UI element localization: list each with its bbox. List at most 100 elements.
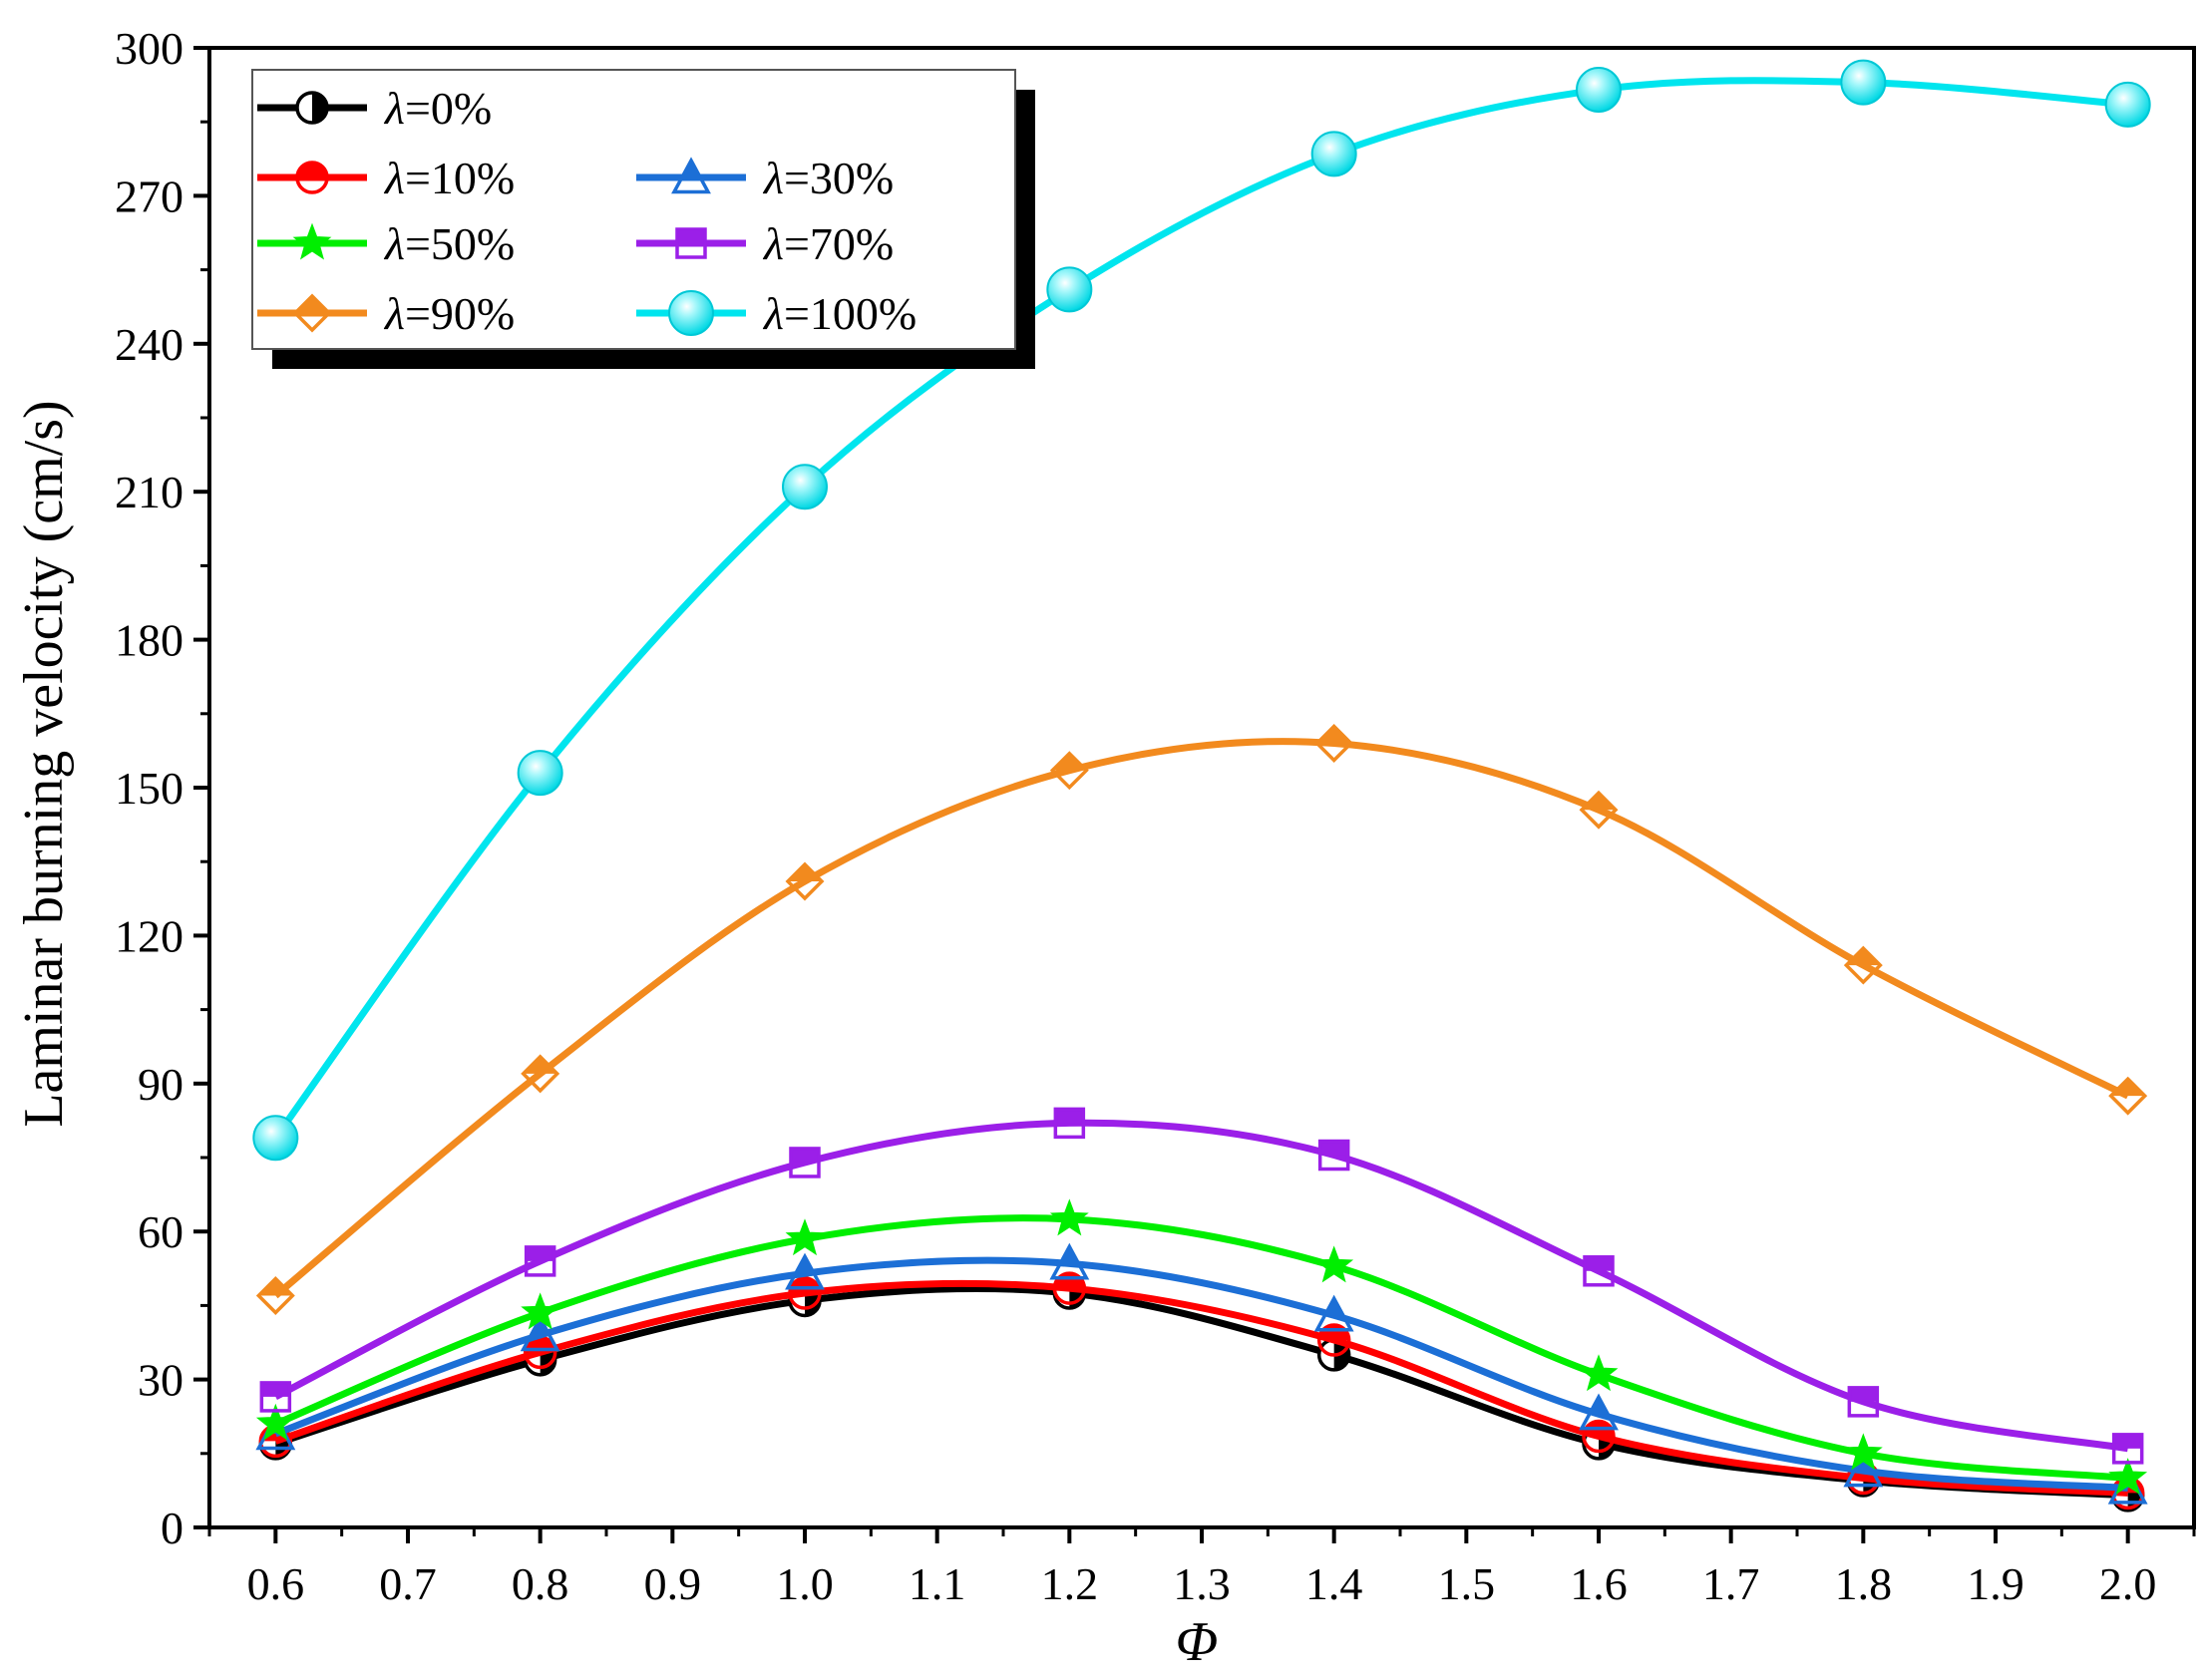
marker-square: [1847, 1386, 1880, 1418]
legend-item: λ=30%: [636, 153, 894, 203]
data-point: [789, 1147, 821, 1178]
marker-square: [789, 1147, 821, 1178]
legend-box: [251, 69, 1016, 350]
marker-sphere: [252, 1115, 299, 1162]
legend-value: =100%: [784, 288, 917, 339]
data-point: [2111, 1433, 2144, 1465]
legend-label: λ=0%: [383, 83, 492, 134]
marker-sphere: [1310, 131, 1357, 177]
data-point: [785, 1218, 825, 1256]
data-point: [1317, 1139, 1350, 1172]
legend-label: λ=50%: [383, 218, 515, 269]
data-point: [1049, 1198, 1089, 1236]
data-point: [1046, 266, 1093, 313]
marker-top-fill: [261, 1382, 290, 1397]
data-point: [517, 750, 563, 797]
data-point: [1583, 1255, 1615, 1287]
marker-top-fill: [1585, 1256, 1613, 1271]
x-tick-label: 1.5: [1438, 1558, 1496, 1609]
x-tick-label: 1.9: [1967, 1558, 2024, 1609]
marker-right-fill: [312, 93, 327, 123]
legend-symbol: λ: [762, 218, 784, 269]
marker-square: [675, 227, 707, 259]
marker-top-fill: [1853, 1454, 1873, 1472]
x-axis-title: Φ: [1176, 1611, 1219, 1673]
data-point: [1579, 1393, 1619, 1431]
data-point: [1843, 1433, 1883, 1471]
data-point: [1314, 724, 1354, 763]
x-tick-label: 1.8: [1835, 1558, 1893, 1609]
marker-triangle: [1049, 1242, 1090, 1280]
marker-top-fill: [788, 863, 822, 881]
legend-symbol: λ: [383, 83, 405, 134]
marker-sphere: [668, 290, 714, 336]
legend-item: λ=90%: [257, 288, 515, 339]
marker-star: [521, 1292, 560, 1330]
data-point: [521, 1054, 560, 1094]
legend-marker: [292, 222, 332, 260]
data-point: [1840, 59, 1887, 106]
marker-top-fill: [1319, 1141, 1348, 1156]
marker-top-fill: [791, 1148, 819, 1163]
series-6: [252, 59, 2151, 1162]
marker-star: [292, 222, 332, 260]
data-point: [1310, 131, 1357, 177]
marker-top-fill: [795, 1256, 815, 1274]
marker-star: [1579, 1354, 1619, 1392]
y-tick-label: 300: [115, 23, 184, 74]
x-tick-label: 1.7: [1702, 1558, 1760, 1609]
marker-star: [1049, 1198, 1089, 1236]
marker-top-fill: [295, 296, 329, 313]
marker-diamond: [785, 861, 825, 901]
marker-triangle: [785, 1252, 825, 1290]
data-point: [255, 1276, 295, 1315]
data-point: [1579, 790, 1619, 830]
y-tick-label: 270: [115, 170, 184, 221]
marker-circle: [1582, 1419, 1616, 1454]
marker-triangle: [1843, 1450, 1884, 1488]
x-tick-label: 0.6: [247, 1558, 305, 1609]
legend-marker: [671, 157, 711, 194]
marker-diamond: [1049, 751, 1089, 791]
marker-square: [1317, 1139, 1350, 1172]
marker-top-fill: [681, 161, 701, 177]
marker-square: [2111, 1433, 2144, 1465]
y-tick-label: 120: [115, 910, 184, 961]
x-tick-label: 0.8: [512, 1558, 569, 1609]
marker-sphere: [1840, 59, 1887, 106]
marker-diamond: [2108, 1076, 2148, 1116]
data-point: [785, 1252, 825, 1290]
y-tick-label: 180: [115, 615, 184, 666]
marker-diamond: [255, 1276, 295, 1315]
data-point: [2108, 1076, 2148, 1116]
marker-circle: [1052, 1271, 1087, 1305]
marker-star: [785, 1218, 825, 1256]
data-point: [1843, 1450, 1884, 1488]
series-4: [259, 1107, 2144, 1465]
legend-marker: [295, 161, 329, 194]
marker-sphere: [1576, 67, 1622, 114]
marker-diamond: [1843, 945, 1883, 985]
marker-diamond: [1579, 790, 1619, 830]
legend-label: λ=100%: [762, 288, 917, 339]
marker-triangle: [1579, 1393, 1619, 1431]
data-point: [520, 1314, 560, 1352]
legend-item: λ=70%: [636, 218, 894, 269]
y-tick-label: 210: [115, 467, 184, 517]
marker-diamond: [1314, 724, 1354, 763]
legend-value: =10%: [405, 153, 515, 203]
marker-triangle: [671, 157, 711, 194]
legend-value: =90%: [405, 288, 515, 339]
legend-marker: [295, 91, 329, 125]
marker-triangle: [520, 1314, 560, 1352]
marker-sphere: [2104, 81, 2151, 128]
legend-label: λ=30%: [762, 153, 894, 203]
legend-item: λ=0%: [257, 83, 492, 134]
y-tick-label: 90: [138, 1059, 184, 1110]
marker-top-fill: [1055, 1109, 1084, 1124]
legend-marker: [668, 290, 714, 336]
x-tick-label: 0.7: [379, 1558, 437, 1609]
data-point: [521, 1292, 560, 1330]
legend: λ=0%λ=10% λ=30%λ=50% λ=70%λ=90% λ=100%: [251, 69, 1035, 369]
marker-circle: [295, 161, 329, 194]
